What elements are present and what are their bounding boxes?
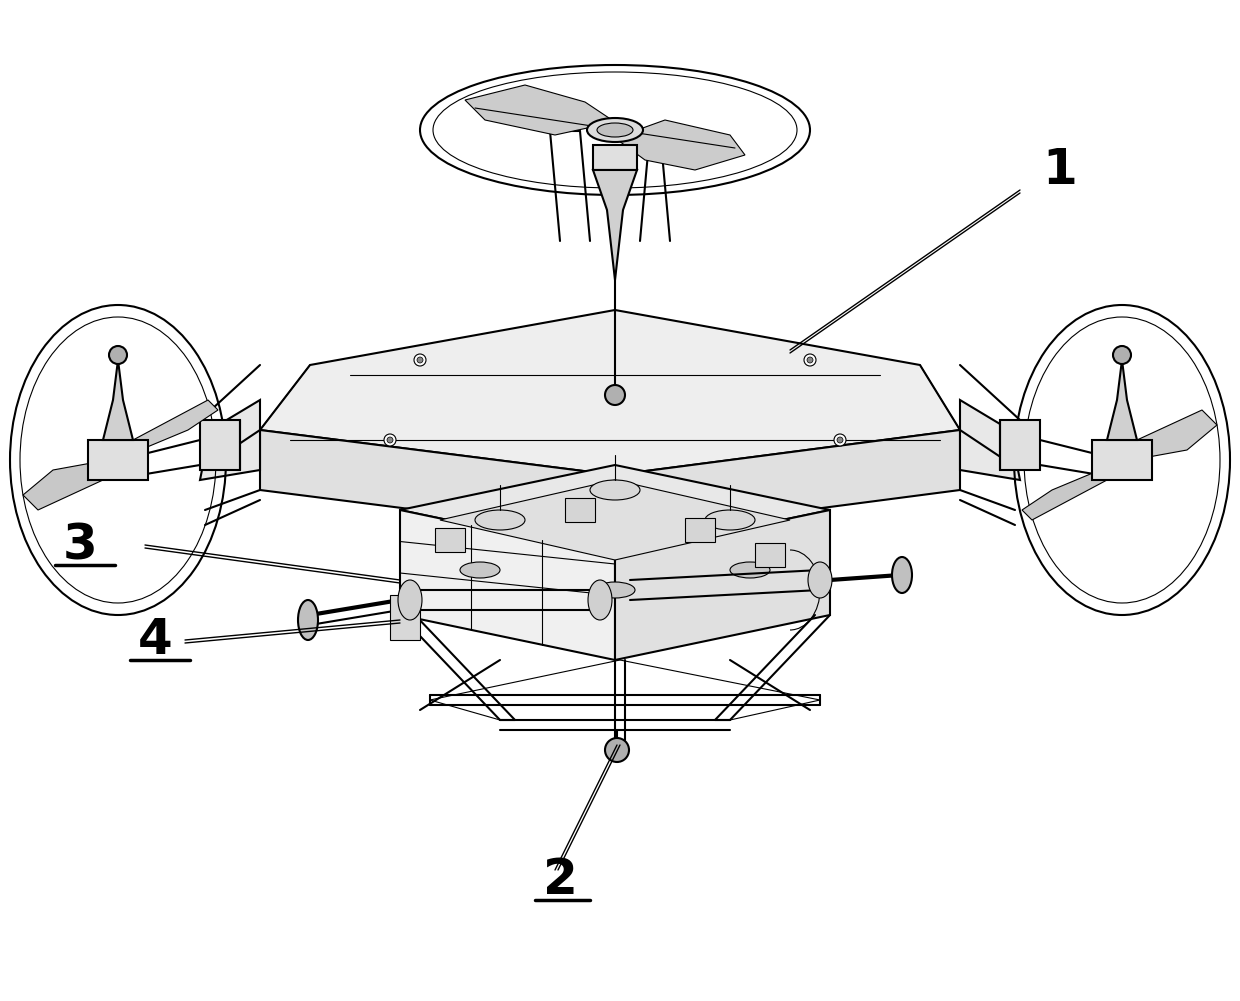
Polygon shape <box>615 510 830 660</box>
Bar <box>684 518 715 542</box>
Circle shape <box>804 354 816 366</box>
Text: 2: 2 <box>543 856 578 904</box>
Ellipse shape <box>398 580 422 620</box>
Polygon shape <box>88 440 148 480</box>
Circle shape <box>1114 346 1131 364</box>
Polygon shape <box>200 420 241 470</box>
Text: 1: 1 <box>1043 146 1078 194</box>
Circle shape <box>417 357 423 363</box>
Bar <box>755 543 785 567</box>
Ellipse shape <box>730 562 770 578</box>
Circle shape <box>605 738 629 762</box>
Polygon shape <box>24 460 133 510</box>
Text: 4: 4 <box>138 616 172 664</box>
Circle shape <box>837 437 843 443</box>
Ellipse shape <box>475 510 525 530</box>
Bar <box>565 498 595 522</box>
Polygon shape <box>391 595 420 640</box>
Ellipse shape <box>590 480 640 500</box>
Polygon shape <box>260 430 960 535</box>
Polygon shape <box>465 85 615 135</box>
Polygon shape <box>1022 465 1137 520</box>
Ellipse shape <box>298 600 317 640</box>
Circle shape <box>414 354 427 366</box>
Polygon shape <box>999 420 1040 470</box>
Polygon shape <box>103 360 133 440</box>
Text: 3: 3 <box>63 521 98 569</box>
Ellipse shape <box>588 580 613 620</box>
Polygon shape <box>401 510 615 660</box>
Ellipse shape <box>460 562 500 578</box>
Ellipse shape <box>706 510 755 530</box>
Circle shape <box>605 385 625 405</box>
Bar <box>435 528 465 552</box>
Polygon shape <box>200 400 260 480</box>
Polygon shape <box>1092 440 1152 480</box>
Polygon shape <box>615 120 745 170</box>
Circle shape <box>384 434 396 446</box>
Ellipse shape <box>596 123 632 137</box>
Ellipse shape <box>595 582 635 598</box>
Ellipse shape <box>892 557 911 593</box>
Circle shape <box>807 357 813 363</box>
Polygon shape <box>440 480 790 560</box>
Polygon shape <box>103 400 218 455</box>
Circle shape <box>835 434 846 446</box>
Circle shape <box>387 437 393 443</box>
Polygon shape <box>960 400 1021 480</box>
Polygon shape <box>593 145 637 170</box>
Polygon shape <box>1107 410 1216 460</box>
Polygon shape <box>593 170 637 280</box>
Polygon shape <box>1107 360 1137 440</box>
Polygon shape <box>260 310 960 475</box>
Polygon shape <box>401 465 830 555</box>
Ellipse shape <box>808 562 832 598</box>
Ellipse shape <box>587 118 644 142</box>
Circle shape <box>109 346 126 364</box>
